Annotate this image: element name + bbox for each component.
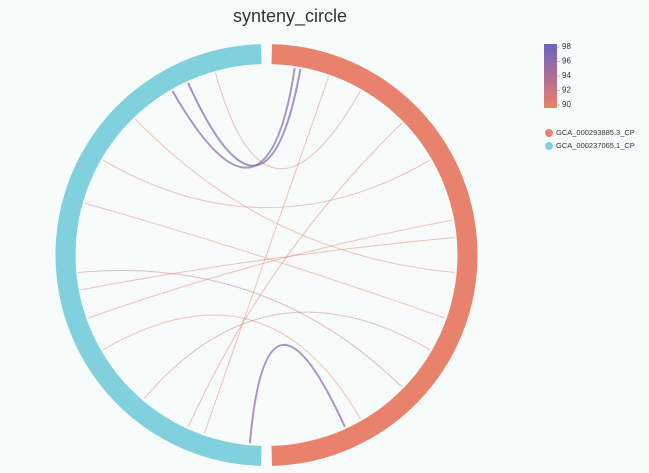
synteny-link <box>203 76 330 434</box>
synteny-link <box>102 314 361 420</box>
synteny-link <box>84 202 445 319</box>
synteny-link <box>134 118 455 273</box>
legend-marker <box>545 142 553 150</box>
scale-tick-label: 94 <box>562 71 571 80</box>
scale-tick-label: 90 <box>562 100 571 109</box>
synteny-link <box>80 237 455 291</box>
synteny-link <box>78 269 403 388</box>
synteny-link <box>102 159 431 209</box>
legend-marker <box>545 129 553 137</box>
scale-tick-label: 92 <box>562 86 571 95</box>
color-scale-bar <box>544 44 557 108</box>
sequence-arc <box>271 44 478 466</box>
synteny-link <box>248 343 346 444</box>
chart-title: synteny_circle <box>233 6 347 27</box>
synteny-link <box>88 219 453 319</box>
synteny-link <box>187 122 403 428</box>
scale-tick-label: 98 <box>562 42 571 51</box>
synteny-link <box>143 311 431 400</box>
scale-tick-label: 96 <box>562 57 571 66</box>
legend-label: GCA_000293885.3_CP <box>556 128 635 137</box>
legend-item[interactable]: GCA_000237065.1_CP <box>545 141 635 150</box>
sequence-arc <box>55 44 262 466</box>
synteny-link <box>171 67 296 169</box>
legend-item[interactable]: GCA_000293885.3_CP <box>545 128 635 137</box>
legend-label: GCA_000237065.1_CP <box>556 141 635 150</box>
synteny-link <box>215 72 361 170</box>
